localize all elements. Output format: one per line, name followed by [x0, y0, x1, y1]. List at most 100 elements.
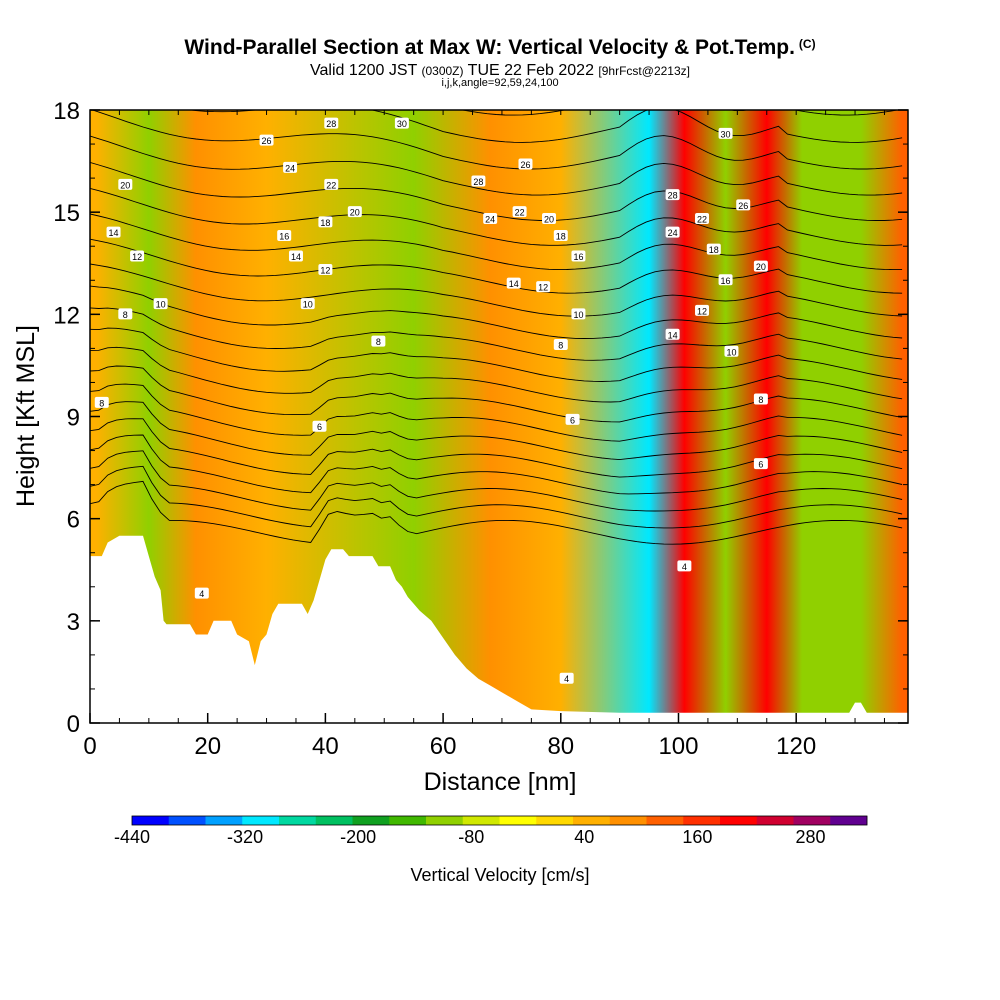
colorbar-swatch: [793, 816, 831, 825]
theta-label: 6: [312, 420, 327, 432]
theta-label: 28: [324, 117, 339, 129]
theta-label-text: 18: [709, 245, 719, 255]
theta-label: 8: [94, 396, 109, 408]
colorbar-tick-label: -320: [227, 827, 263, 847]
colorbar-swatch: [499, 816, 537, 825]
theta-label-text: 20: [544, 214, 554, 224]
colorbar: -440 -320 -200 -80 40 160 280: [114, 815, 868, 847]
theta-contour-line: [90, 285, 903, 339]
theta-label: 14: [106, 226, 121, 238]
y-tick-label: 18: [53, 98, 80, 125]
colorbar-swatch: [720, 816, 758, 825]
theta-contour-line: [90, 327, 903, 382]
theta-label: 30: [394, 117, 409, 129]
y-tick-label: 3: [67, 609, 80, 636]
theta-label-text: 4: [199, 589, 204, 599]
colorbar-swatch: [279, 816, 317, 825]
theta-label: 20: [347, 206, 362, 218]
colorbar-swatch: [315, 816, 353, 825]
colorbar-swatch: [132, 816, 170, 825]
theta-label: 12: [536, 281, 551, 293]
theta-contour-line: [90, 401, 903, 461]
x-tick-label: 80: [547, 733, 574, 760]
theta-label-text: 12: [132, 252, 142, 262]
theta-label-text: 8: [558, 340, 563, 350]
theta-label: 12: [695, 304, 710, 316]
theta-label-text: 30: [397, 119, 407, 129]
theta-label: 28: [665, 189, 680, 201]
theta-label: 16: [571, 250, 586, 262]
colorbar-swatch: [683, 816, 721, 825]
theta-label-text: 10: [303, 300, 313, 310]
y-tick-label: 0: [67, 711, 80, 738]
colorbar-swatch: [756, 816, 794, 825]
theta-label: 20: [753, 260, 768, 272]
theta-label-text: 6: [317, 422, 322, 432]
theta-label: 6: [753, 458, 768, 470]
theta-label-text: 8: [99, 398, 104, 408]
theta-label: 4: [194, 587, 209, 599]
theta-label: 16: [718, 274, 733, 286]
theta-label-text: 22: [697, 214, 707, 224]
theta-label: 14: [665, 328, 680, 340]
theta-label-text: 22: [515, 208, 525, 218]
theta-label-text: 10: [726, 347, 736, 357]
theta-contour-line: [90, 480, 903, 545]
theta-label-text: 14: [668, 330, 678, 340]
chart-title: Wind-Parallel Section at Max W: Vertical…: [184, 36, 816, 59]
theta-label-text: 8: [758, 395, 763, 405]
chart-subtitle: Valid 1200 JST (0300Z) TUE 22 Feb 2022 […: [310, 62, 690, 79]
theta-label-text: 26: [738, 201, 748, 211]
theta-contour-line: [90, 263, 903, 317]
theta-contour-line: [90, 434, 903, 495]
theta-label-text: 26: [262, 136, 272, 146]
theta-label-text: 24: [668, 228, 678, 238]
theta-label-text: 14: [109, 228, 119, 238]
theta-labels: 28 30262422201816141210201412108886428262…: [94, 117, 768, 684]
theta-label: 6: [565, 413, 580, 425]
theta-label-text: 14: [509, 279, 519, 289]
theta-contour-line: [90, 307, 903, 361]
theta-label: 22: [324, 178, 339, 190]
colorbar-tick-label: -440: [114, 827, 150, 847]
colorbar-tick-label: 280: [795, 827, 825, 847]
theta-label: 28: [471, 175, 486, 187]
y-tick-label: 6: [67, 507, 80, 534]
theta-label: 12: [318, 264, 333, 276]
colorbar-swatch: [389, 816, 427, 825]
theta-label: 18: [553, 230, 568, 242]
x-tick-label: 120: [776, 733, 816, 760]
colorbar-swatch: [609, 816, 647, 825]
theta-contour-line: [91, 110, 903, 170]
colorbar-tick-label: 40: [574, 827, 594, 847]
theta-label: 10: [300, 298, 315, 310]
theta-label-text: 18: [320, 218, 330, 228]
x-axis-label: Distance [nm]: [424, 768, 577, 796]
theta-label: 4: [559, 672, 574, 684]
theta-label-text: 12: [320, 266, 330, 276]
theta-label-text: 6: [758, 460, 763, 470]
theta-label: 14: [288, 250, 303, 262]
y-tick-label: 9: [67, 405, 80, 432]
colorbar-swatch: [168, 816, 206, 825]
theta-label-text: 4: [564, 674, 569, 684]
theta-label-text: 24: [285, 163, 295, 173]
x-tick-label: 60: [430, 733, 457, 760]
theta-label-text: 16: [279, 232, 289, 242]
theta-label: 8: [371, 335, 386, 347]
terrain-mask: [90, 535, 908, 723]
theta-label: 8: [118, 308, 133, 320]
theta-label: 20: [118, 178, 133, 190]
theta-label-text: 16: [721, 276, 731, 286]
theta-label-text: 12: [538, 283, 548, 293]
colorbar-frame: [131, 815, 868, 826]
theta-contour-line: [187, 110, 903, 143]
colorbar-tick-label: -200: [340, 827, 376, 847]
theta-label: 26: [518, 158, 533, 170]
theta-label-text: 28: [473, 177, 483, 187]
theta-label-text: 14: [291, 252, 301, 262]
colorbar-label: Vertical Velocity [cm/s]: [410, 865, 589, 885]
colorbar-swatch: [426, 816, 464, 825]
colorbar-swatch: [352, 816, 390, 825]
theta-contours: [90, 110, 903, 545]
